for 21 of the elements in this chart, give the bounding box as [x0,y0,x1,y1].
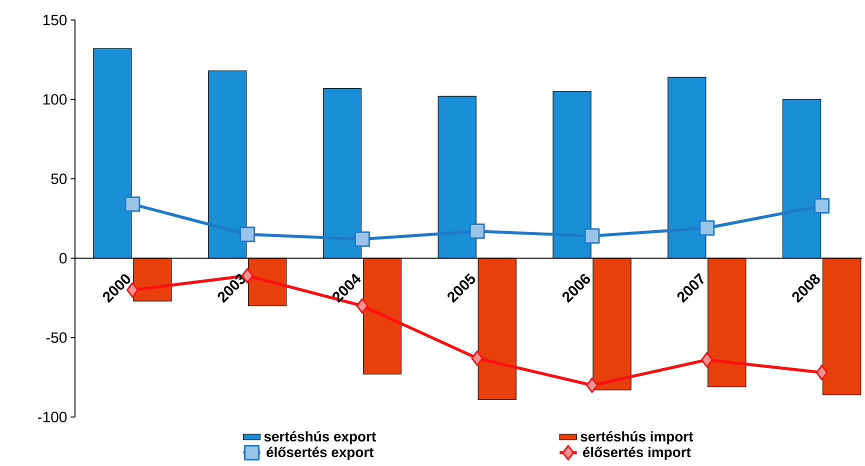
point [240,226,256,242]
point [586,378,598,393]
point [816,364,828,380]
point [469,223,485,239]
y-tick-label: 100 [43,94,67,105]
legend-label: sertéshús export [264,431,376,444]
point [699,220,715,236]
y-tick-label: 0 [59,252,67,264]
legend-label: sertéshús import [580,431,694,444]
point [354,231,370,247]
legend-label: élősertés import [582,446,691,460]
point [700,352,713,368]
point [814,198,830,214]
legend-label: élősertés export [266,446,374,460]
point [471,350,484,366]
y-tick-label: -50 [46,332,67,343]
y-tick-label: 150 [43,14,67,26]
point [124,196,140,212]
y-tick-label: -100 [38,412,67,422]
point [584,228,600,244]
y-tick-label: 50 [51,174,67,184]
